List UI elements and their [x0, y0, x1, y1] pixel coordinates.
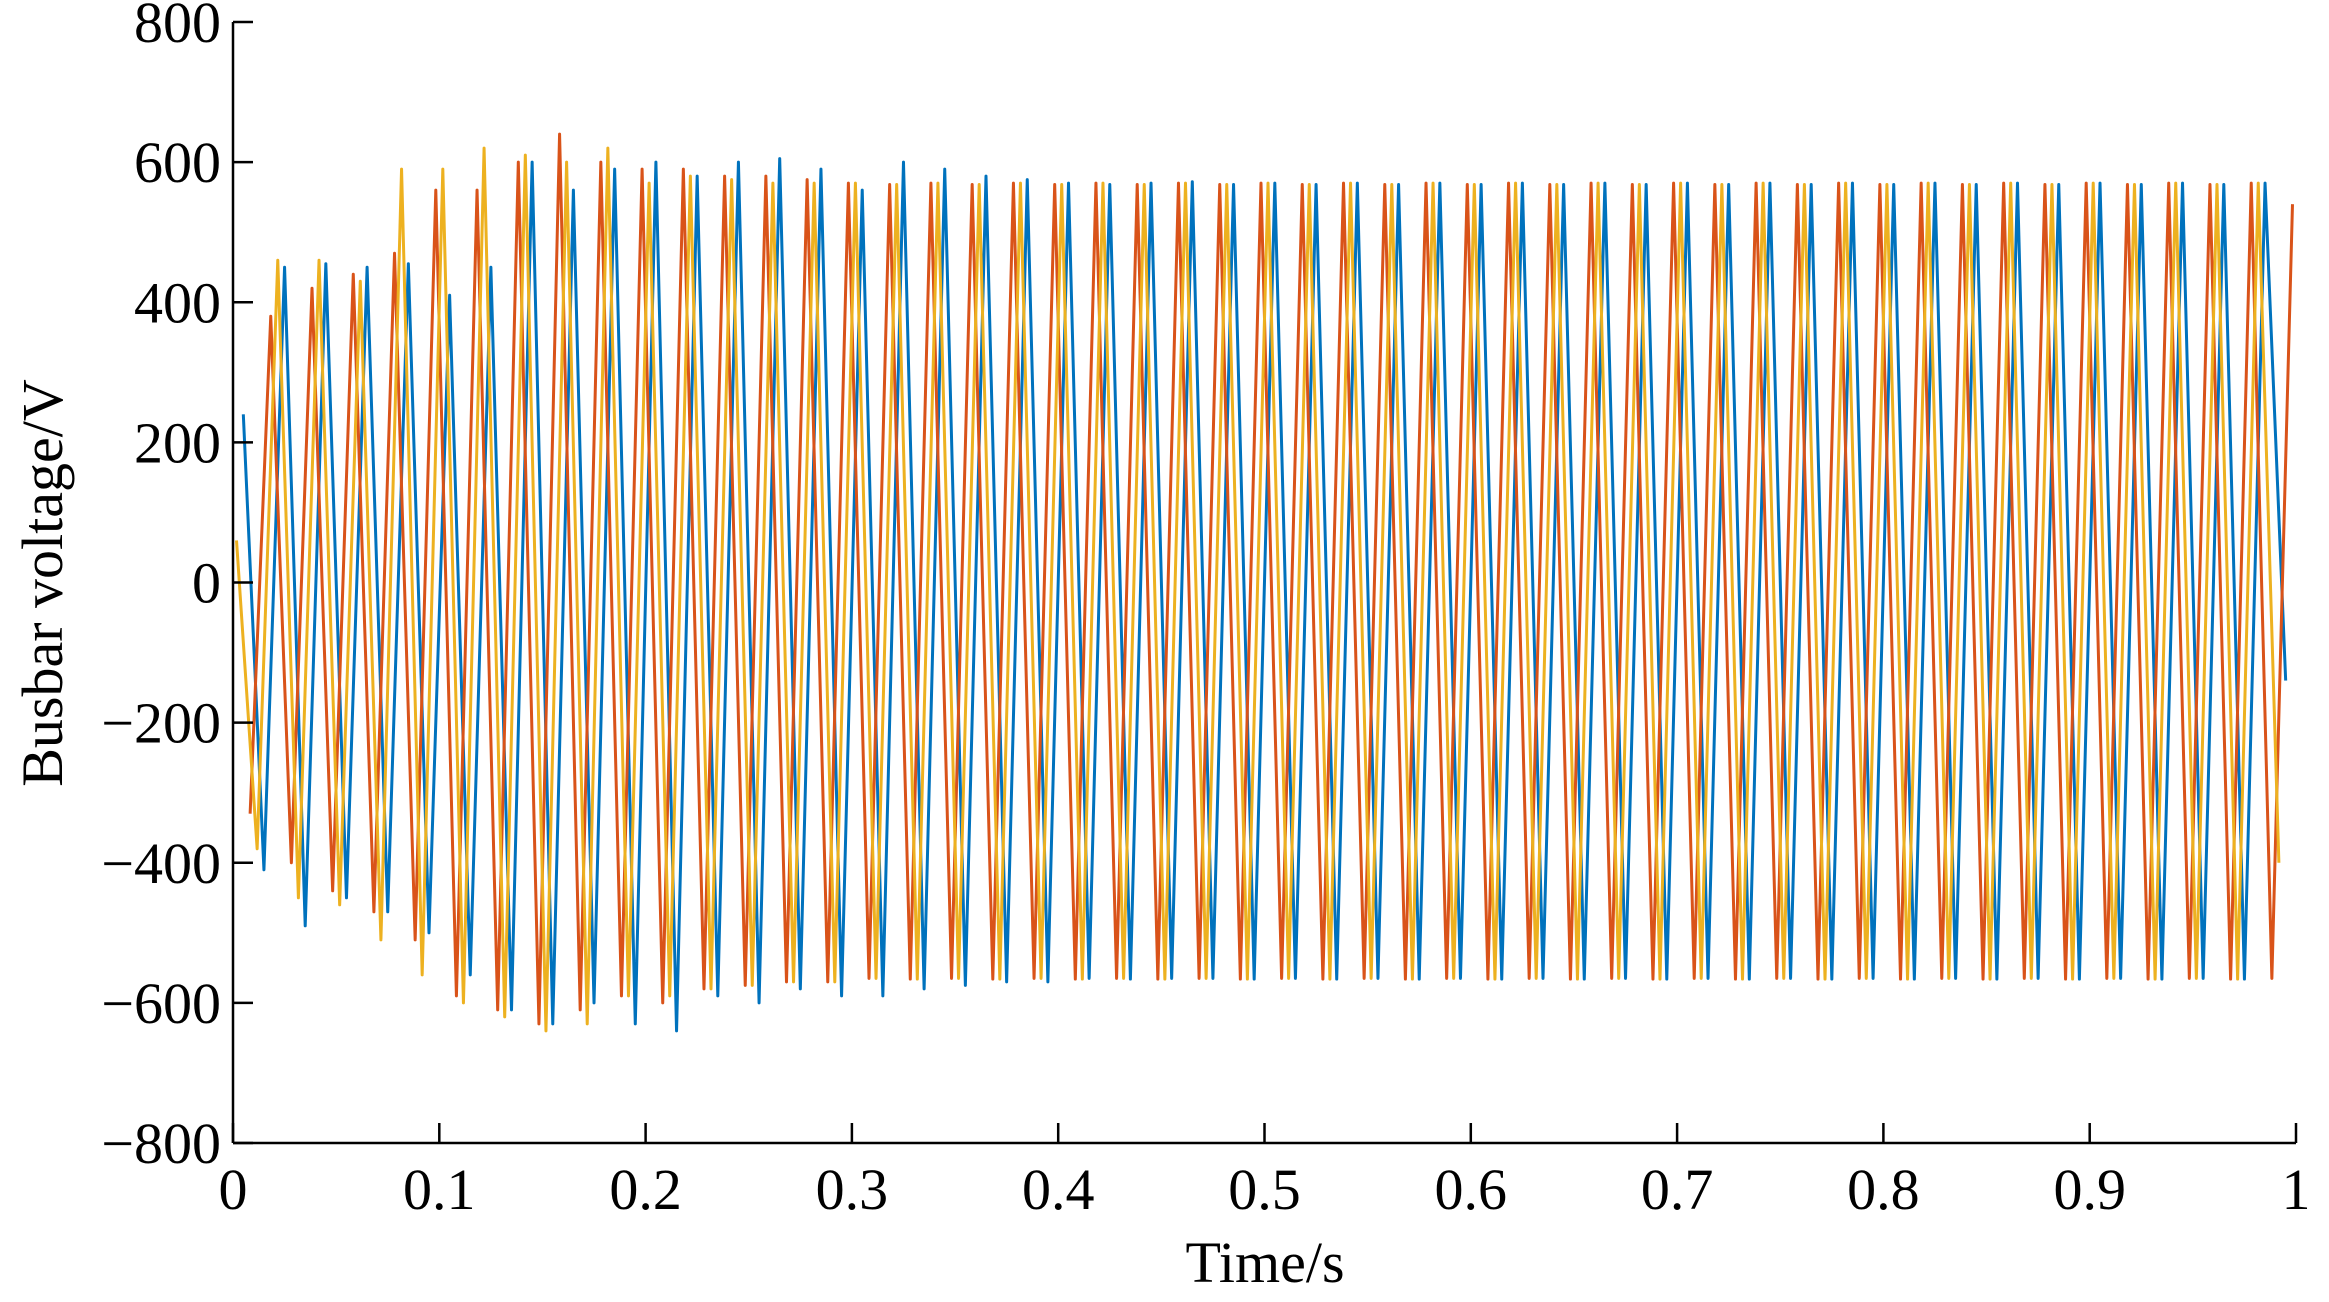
x-tick-label: 0.7 [1641, 1157, 1714, 1222]
y-axis-label: Busbar voltage/V [10, 379, 75, 787]
series-line [248, 132, 2294, 1026]
y-tick-label: 600 [134, 130, 221, 195]
y-tick-label: −200 [101, 691, 221, 756]
x-tick-label: 0.1 [403, 1157, 476, 1222]
x-tick-label: 0 [219, 1157, 248, 1222]
plot-area [235, 132, 2294, 1033]
x-tick-label: 0.2 [609, 1157, 682, 1222]
axes: 0 0.1 0.2 0.3 0.4 0.5 0.6 0.7 0.8 0.9 1 −800 −600 −40… [101, 0, 2310, 1222]
y-tick-label: −400 [101, 831, 221, 896]
x-axis-label: Time/s [1185, 1230, 1344, 1295]
series-line [235, 146, 2281, 1033]
y-tick-label: −600 [101, 971, 221, 1036]
y-tick-label: 400 [134, 270, 221, 335]
x-tick-label: 0.9 [2053, 1157, 2126, 1222]
x-tick-label: 0.8 [1847, 1157, 1920, 1222]
series-line [241, 157, 2288, 1033]
y-tick-label: 0 [192, 551, 221, 616]
x-tick-label: 0.3 [816, 1157, 889, 1222]
x-tick-label: 1 [2282, 1157, 2311, 1222]
y-tick-label: 800 [134, 0, 221, 55]
x-tick-label: 0.5 [1228, 1157, 1301, 1222]
x-tick-label: 0.6 [1435, 1157, 1508, 1222]
x-tick-label: 0.4 [1022, 1157, 1095, 1222]
y-tick-label: −800 [101, 1111, 221, 1176]
y-tick-label: 200 [134, 410, 221, 475]
